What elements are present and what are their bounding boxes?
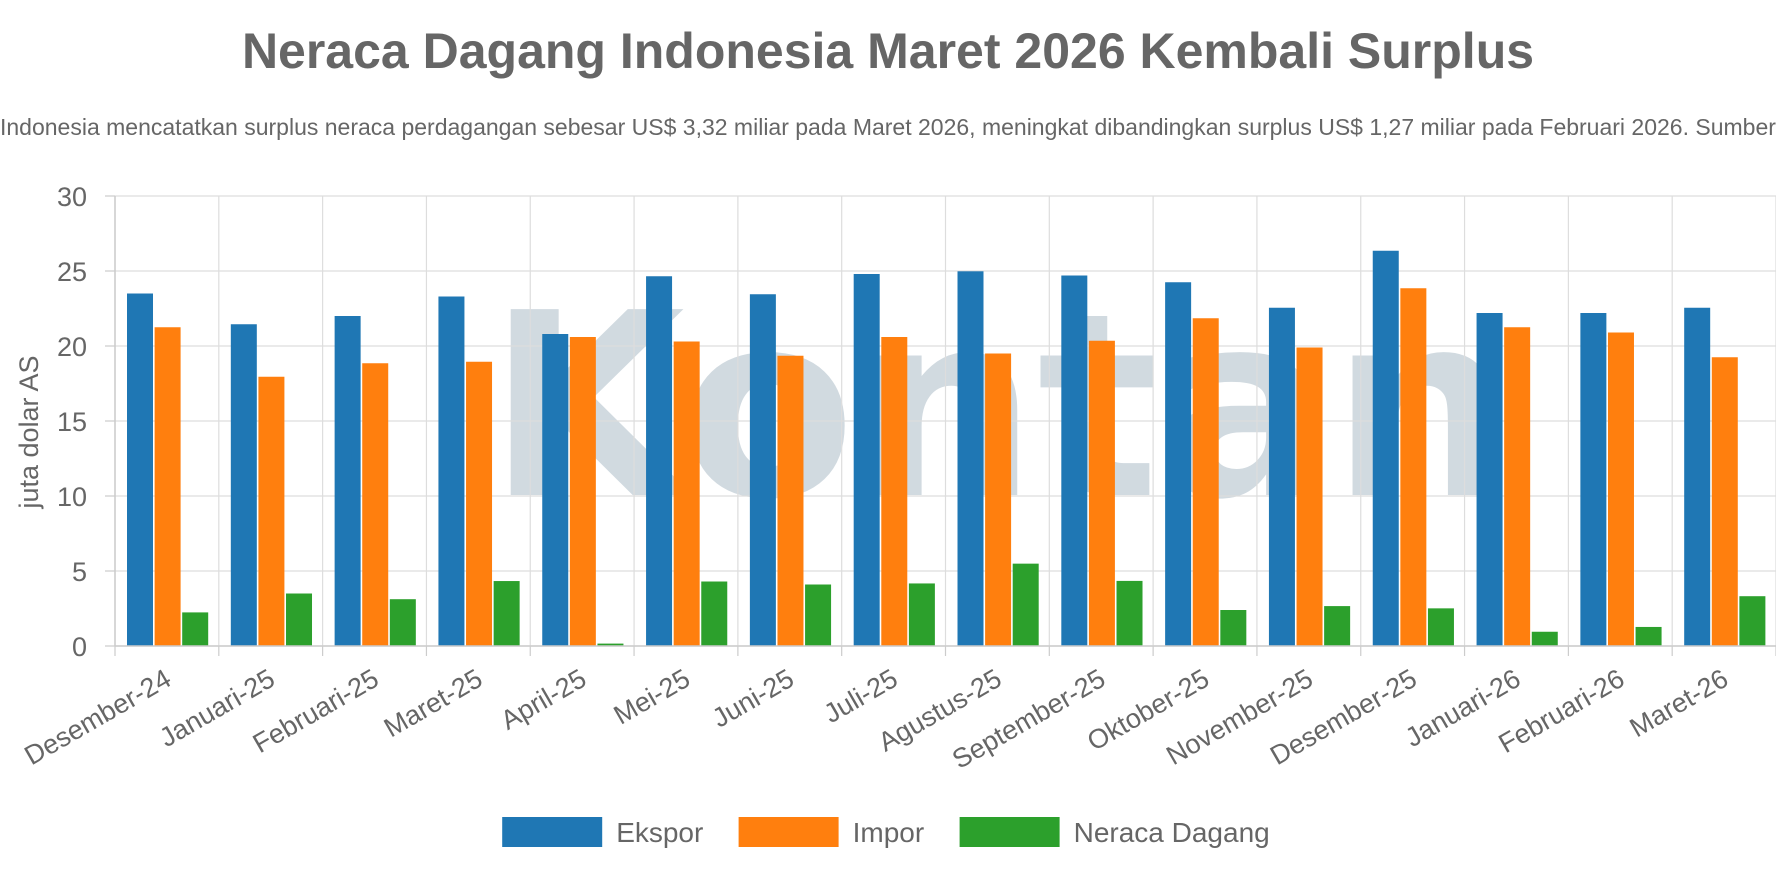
bar-impor <box>1192 318 1219 646</box>
x-tick-label: Mei-25 <box>609 663 695 730</box>
bar-neraca-dagang <box>389 599 416 646</box>
bar-neraca-dagang <box>182 612 209 646</box>
y-tick-label: 5 <box>72 557 87 587</box>
bar-ekspor <box>1372 250 1399 646</box>
y-tick-label: 25 <box>57 257 87 287</box>
x-tick-label: Juli-25 <box>819 663 903 729</box>
bar-neraca-dagang <box>1739 596 1766 646</box>
bar-impor <box>466 361 493 646</box>
bar-ekspor <box>646 276 673 646</box>
x-tick-label: April-25 <box>496 663 592 736</box>
bar-impor <box>777 355 804 646</box>
bar-neraca-dagang <box>1116 580 1143 646</box>
bar-ekspor <box>1061 275 1088 646</box>
legend-label: Neraca Dagang <box>1074 817 1270 848</box>
y-tick-label: 15 <box>57 407 87 437</box>
bar-neraca-dagang <box>1635 626 1662 646</box>
legend-swatch <box>502 817 603 847</box>
bar-neraca-dagang <box>701 581 728 646</box>
legend-label: Ekspor <box>616 817 703 848</box>
bar-neraca-dagang <box>1220 610 1247 646</box>
bar-ekspor <box>1684 307 1711 646</box>
bar-ekspor <box>334 316 361 646</box>
legend-swatch <box>959 817 1060 847</box>
x-tick-label: Maret-26 <box>1625 663 1734 743</box>
bar-neraca-dagang <box>1427 608 1454 646</box>
bar-impor <box>1504 327 1531 646</box>
bars <box>127 250 1766 646</box>
bar-ekspor <box>438 296 465 646</box>
y-axis-label: juta dolar AS <box>14 355 44 509</box>
bar-ekspor <box>1476 313 1503 646</box>
legend-swatch <box>738 817 839 847</box>
chart-subtitle: Indonesia mencatatkan surplus neraca per… <box>0 114 1776 140</box>
bar-ekspor <box>749 294 776 646</box>
y-tick-label: 20 <box>57 332 87 362</box>
bar-impor <box>258 376 285 646</box>
y-tick-label: 30 <box>57 182 87 212</box>
bar-neraca-dagang <box>1324 606 1351 646</box>
bar-impor <box>985 353 1012 646</box>
bar-ekspor <box>957 271 984 646</box>
bar-ekspor <box>853 274 880 646</box>
legend-label: Impor <box>853 817 925 848</box>
bar-ekspor <box>230 324 257 646</box>
x-tick-label: Juni-25 <box>707 663 799 733</box>
bar-impor <box>1607 332 1634 646</box>
bar-neraca-dagang <box>286 593 313 646</box>
bar-neraca-dagang <box>908 583 935 646</box>
bar-impor <box>1088 340 1115 646</box>
bar-impor <box>154 327 181 646</box>
chart-title: Neraca Dagang Indonesia Maret 2026 Kemba… <box>241 23 1535 79</box>
bar-impor <box>362 363 389 646</box>
bar-ekspor <box>1268 307 1295 646</box>
y-tick-label: 10 <box>57 482 87 512</box>
y-tick-label: 0 <box>72 632 87 662</box>
bar-ekspor <box>1165 282 1192 646</box>
bar-neraca-dagang <box>493 581 520 646</box>
legend: Ekspor Impor Neraca Dagang <box>502 817 1270 848</box>
bar-impor <box>569 337 596 646</box>
bar-neraca-dagang <box>1531 631 1558 646</box>
bar-ekspor <box>542 334 569 646</box>
bar-impor <box>1400 288 1427 646</box>
bar-ekspor <box>127 293 153 646</box>
bar-neraca-dagang <box>805 584 832 646</box>
bar-impor <box>881 337 908 646</box>
x-tick-label: Desember-24 <box>19 663 176 771</box>
bar-ekspor <box>1580 313 1607 646</box>
bar-impor <box>673 341 700 646</box>
bar-neraca-dagang <box>1012 563 1039 646</box>
bar-impor <box>1296 347 1323 646</box>
bar-neraca-dagang <box>597 643 624 646</box>
bar-impor <box>1711 357 1738 646</box>
x-tick-label: Maret-25 <box>379 663 488 743</box>
